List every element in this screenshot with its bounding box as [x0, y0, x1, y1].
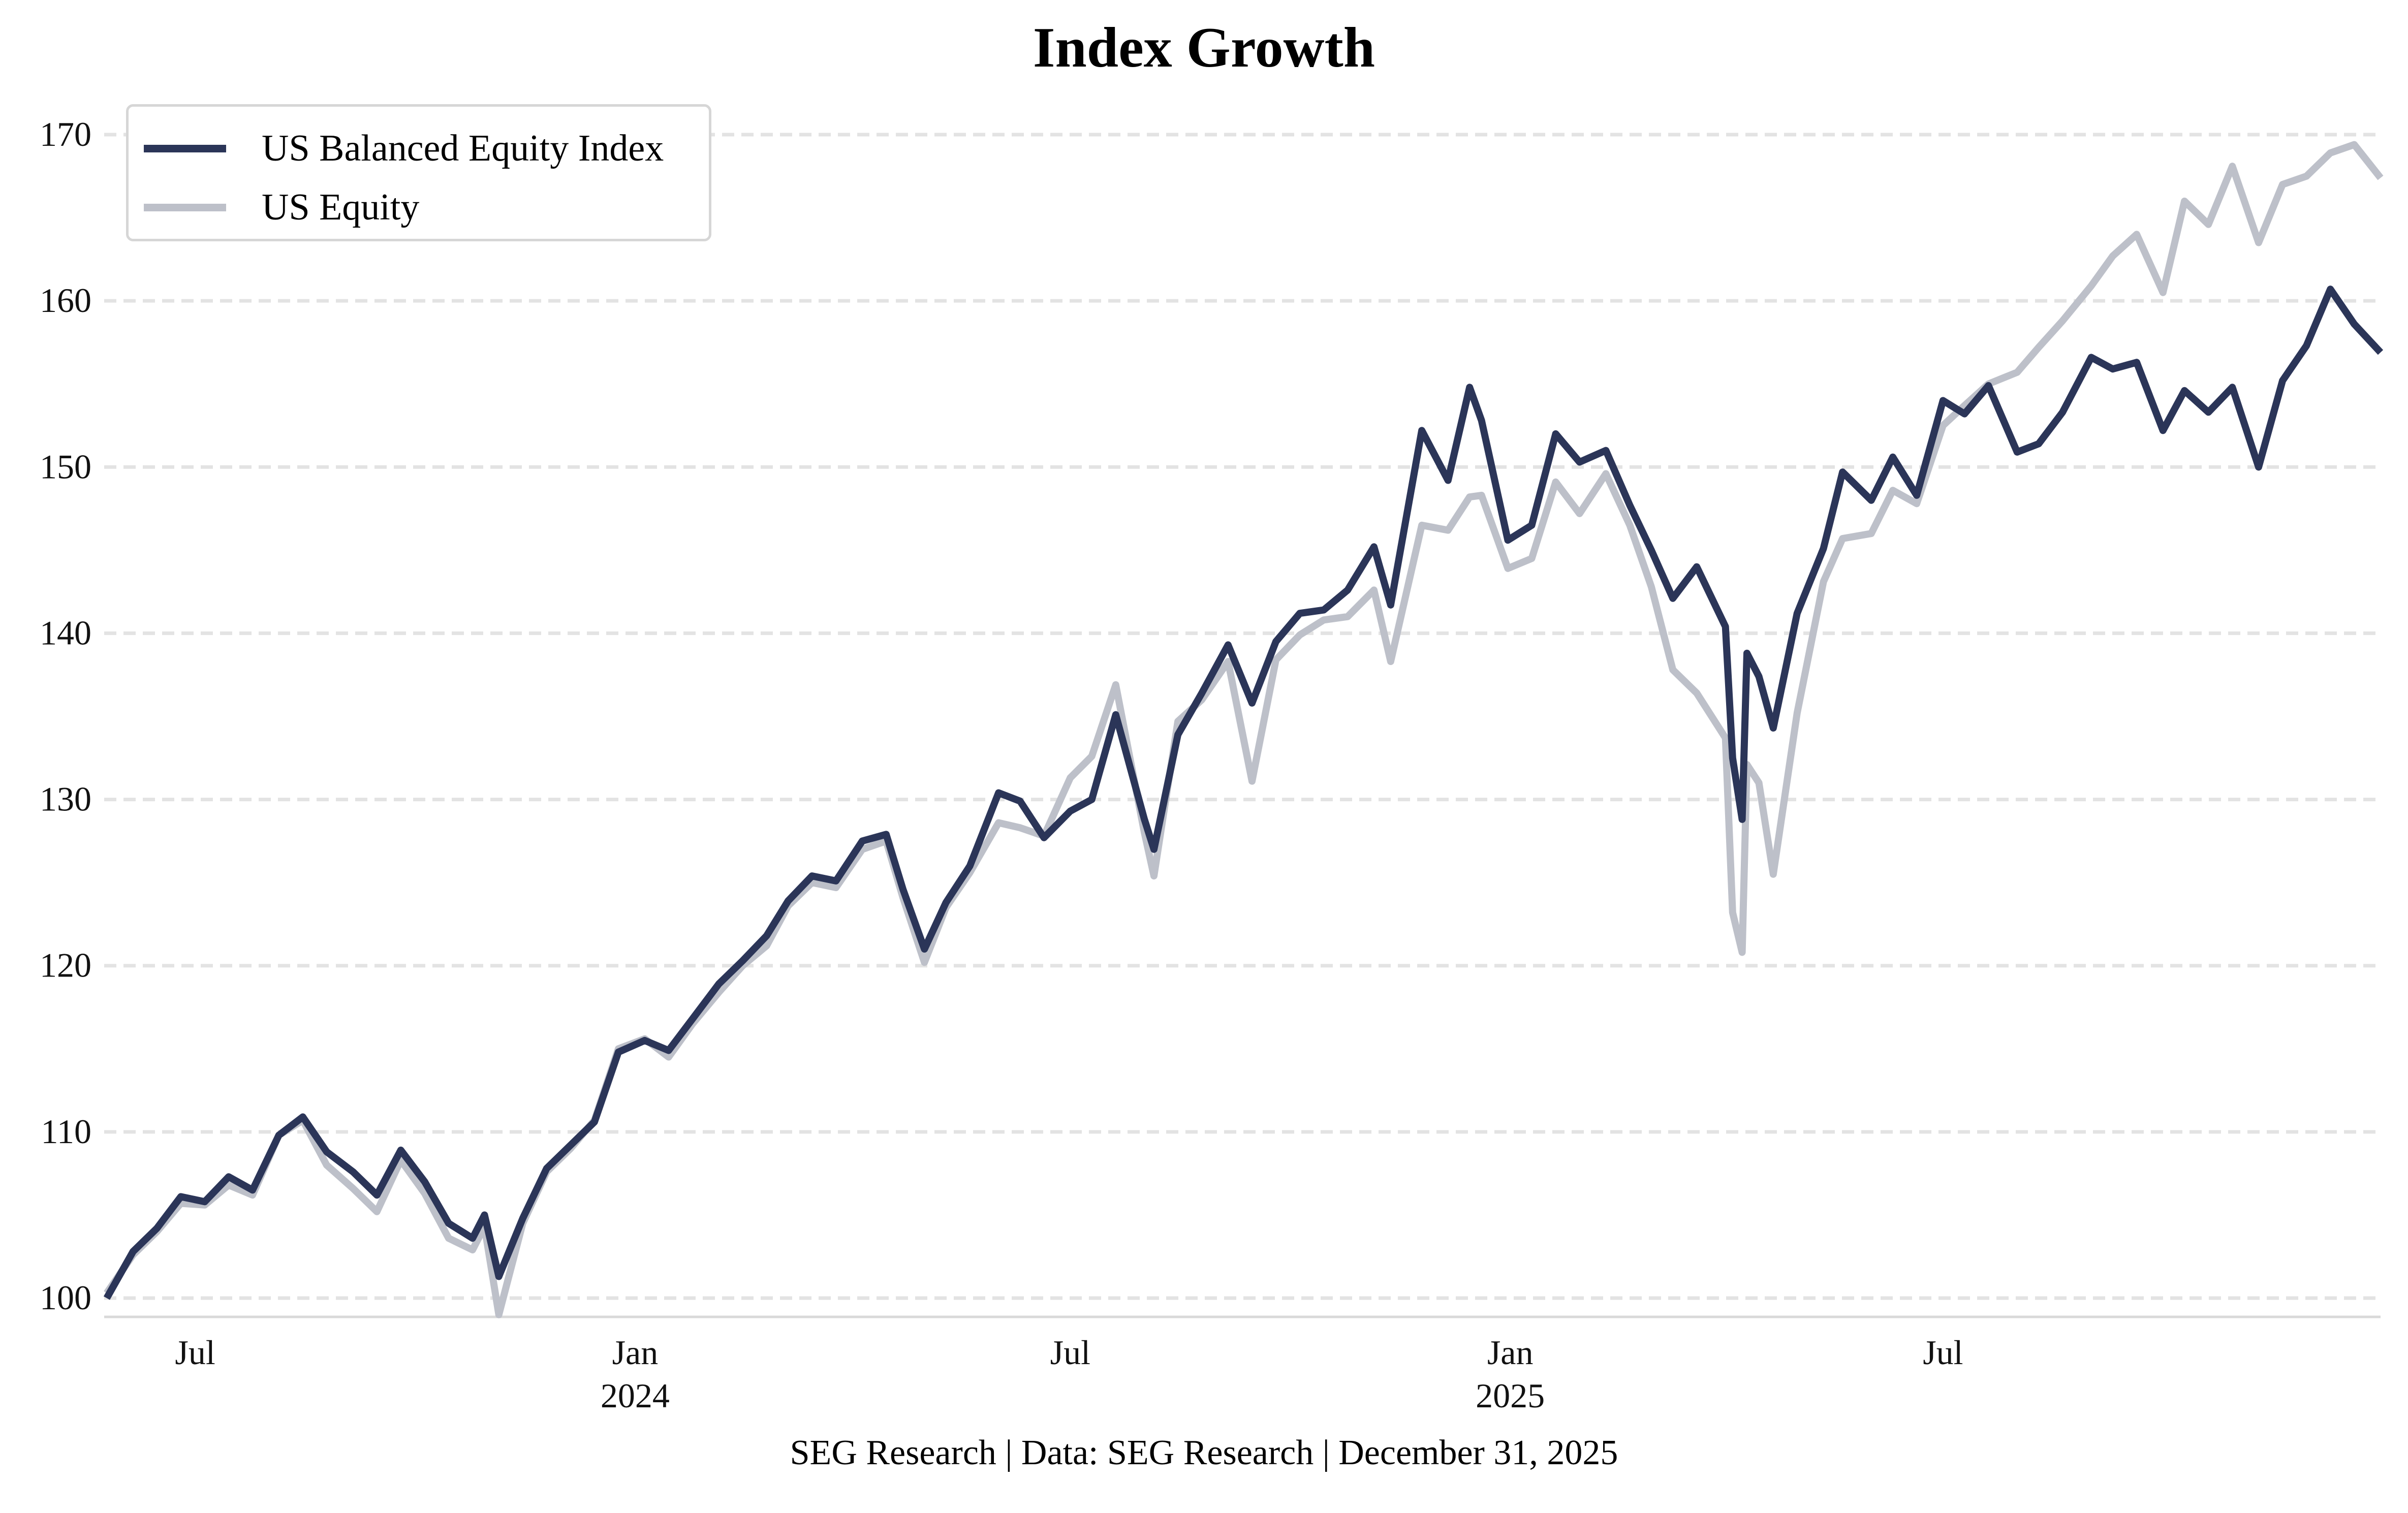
x-tick-label: Jul	[1923, 1333, 1963, 1372]
legend-item-equity[interactable]: US Equity	[129, 182, 419, 233]
series-line-us-equity	[104, 141, 2384, 1318]
x-tick-label: Jul	[1050, 1333, 1090, 1372]
y-tick-label: 100	[40, 1278, 91, 1317]
gridlines	[104, 133, 2381, 1300]
y-tick-label: 110	[41, 1112, 91, 1151]
series-lines	[103, 141, 2384, 1318]
y-tick-label: 150	[40, 447, 91, 486]
x-tick-label: Jan	[1487, 1333, 1534, 1372]
legend-label: US Balanced Equity Index	[262, 127, 664, 169]
y-axis-ticks: 100 110 120 130 140 150 160 170	[40, 115, 91, 1317]
x-tick-label: Jan	[612, 1333, 659, 1372]
x-tick-year-label: 2024	[601, 1376, 670, 1415]
x-axis-ticks: Jul Jan 2024 Jul Jan 2025 Jul	[175, 1333, 1963, 1415]
footer-source: SEG Research | Data: SEG Research | Dece…	[790, 1433, 1618, 1472]
y-tick-label: 170	[40, 115, 91, 153]
y-tick-label: 140	[40, 613, 91, 652]
legend: US Balanced Equity Index US Equity	[126, 104, 711, 241]
legend-item-balanced[interactable]: US Balanced Equity Index	[129, 123, 664, 174]
legend-swatch-balanced	[144, 144, 226, 152]
y-tick-label: 120	[40, 946, 91, 985]
x-tick-year-label: 2025	[1476, 1376, 1545, 1415]
series-line-us-balanced-equity-index	[103, 286, 2384, 1300]
x-tick-label: Jul	[175, 1333, 215, 1372]
chart-title: Index Growth	[1033, 16, 1375, 79]
legend-swatch-equity	[144, 203, 226, 211]
y-tick-label: 160	[40, 281, 91, 320]
y-tick-label: 130	[40, 780, 91, 818]
legend-label: US Equity	[262, 186, 420, 228]
